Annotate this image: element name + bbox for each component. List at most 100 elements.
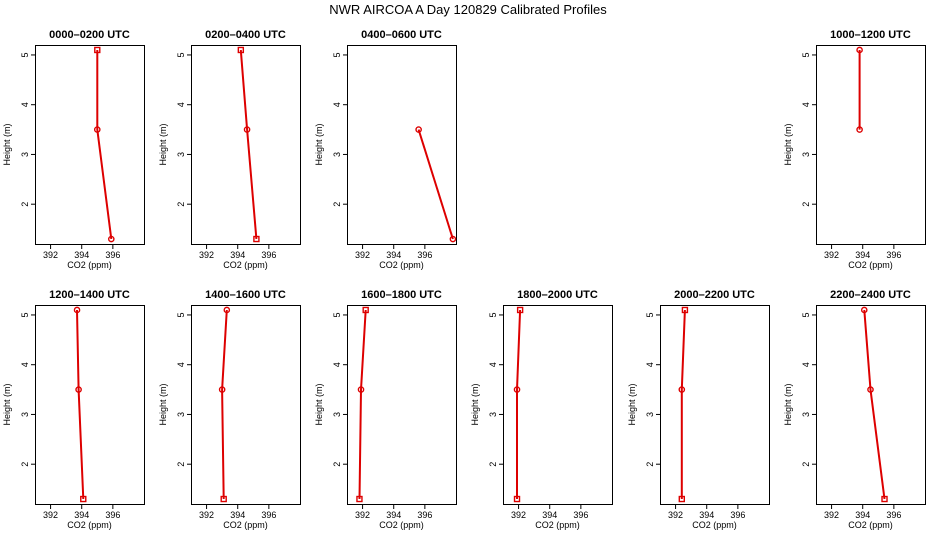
x-axis-label: CO2 (ppm) bbox=[848, 260, 893, 270]
panel-title: 1600–1800 UTC bbox=[361, 289, 442, 301]
data-point-square bbox=[881, 495, 888, 503]
plot-frame bbox=[816, 305, 926, 505]
data-point-square bbox=[220, 495, 227, 503]
y-tick-label: 4 bbox=[20, 362, 30, 367]
plot-frame bbox=[816, 45, 926, 245]
data-point-square bbox=[253, 235, 260, 243]
y-axis-label: Height (m) bbox=[314, 123, 324, 165]
panel-title: 1200–1400 UTC bbox=[49, 289, 130, 301]
panel-title: 2200–2400 UTC bbox=[830, 289, 911, 301]
y-tick-label: 5 bbox=[332, 312, 342, 317]
plot-frame bbox=[347, 305, 457, 505]
y-tick-label: 4 bbox=[801, 362, 811, 367]
y-tick-label: 4 bbox=[801, 102, 811, 107]
profile-line bbox=[76, 309, 85, 500]
x-tick-label: 392 bbox=[43, 250, 58, 260]
y-axis: 2 3 4 5 Height (m) bbox=[470, 312, 504, 467]
y-tick-label: 2 bbox=[176, 462, 186, 467]
y-axis: 2 3 4 5 Height (m) bbox=[783, 52, 817, 207]
x-axis-label: CO2 (ppm) bbox=[692, 520, 737, 530]
data-point-circle bbox=[223, 306, 231, 314]
plot-frame bbox=[35, 305, 145, 505]
profile-line bbox=[680, 309, 686, 499]
data-point-square bbox=[80, 495, 87, 503]
y-axis-label: Height (m) bbox=[314, 383, 324, 425]
data-point-circle bbox=[243, 126, 251, 133]
data-point-square bbox=[356, 495, 363, 503]
data-point-circle bbox=[449, 235, 457, 243]
x-tick-label: 394 bbox=[386, 250, 401, 260]
x-tick-label: 396 bbox=[417, 510, 432, 520]
x-axis-label: CO2 (ppm) bbox=[67, 260, 112, 270]
plot-frame bbox=[503, 305, 613, 505]
y-tick-label: 4 bbox=[332, 102, 342, 107]
panel-title: 2000–2200 UTC bbox=[674, 289, 755, 301]
panel-title: 1800–2000 UTC bbox=[517, 289, 598, 301]
profile-line bbox=[863, 309, 886, 500]
x-tick-label: 392 bbox=[199, 510, 214, 520]
x-tick-label: 392 bbox=[199, 250, 214, 260]
x-tick-label: 396 bbox=[261, 510, 276, 520]
y-tick-label: 4 bbox=[645, 362, 655, 367]
x-axis-label: CO2 (ppm) bbox=[379, 520, 424, 530]
data-point-square bbox=[94, 46, 101, 54]
x-tick-label: 394 bbox=[542, 510, 557, 520]
figure-title: NWR AIRCOA A Day 120829 Calibrated Profi… bbox=[329, 2, 607, 17]
profile-line bbox=[96, 50, 113, 240]
y-axis: 2 3 4 5 Height (m) bbox=[314, 312, 348, 467]
y-tick-label: 4 bbox=[176, 102, 186, 107]
x-tick-label: 392 bbox=[668, 510, 683, 520]
panel-title: 1400–1600 UTC bbox=[205, 289, 286, 301]
y-tick-label: 4 bbox=[176, 362, 186, 367]
y-tick-label: 3 bbox=[176, 412, 186, 417]
data-point-circle bbox=[415, 126, 422, 133]
y-axis-label: Height (m) bbox=[158, 383, 168, 425]
x-tick-label: 392 bbox=[355, 250, 370, 260]
profile-line bbox=[358, 309, 367, 500]
y-tick-label: 3 bbox=[176, 152, 186, 157]
panel-title: 0400–0600 UTC bbox=[361, 29, 442, 41]
y-axis-label: Height (m) bbox=[470, 383, 480, 425]
y-tick-label: 4 bbox=[20, 102, 30, 107]
x-tick-label: 396 bbox=[573, 510, 588, 520]
x-tick-label: 394 bbox=[74, 250, 89, 260]
x-tick-label: 396 bbox=[886, 250, 901, 260]
x-tick-label: 396 bbox=[105, 510, 120, 520]
panel-title: 0000–0200 UTC bbox=[49, 29, 130, 41]
x-axis-label: CO2 (ppm) bbox=[223, 260, 268, 270]
y-axis-label: Height (m) bbox=[783, 383, 793, 425]
x-tick-label: 394 bbox=[74, 510, 89, 520]
x-tick-label: 396 bbox=[886, 510, 901, 520]
y-tick-label: 5 bbox=[801, 52, 811, 57]
data-point-square bbox=[362, 306, 369, 314]
x-tick-label: 394 bbox=[230, 510, 245, 520]
y-axis-label: Height (m) bbox=[627, 383, 637, 425]
data-point-circle bbox=[218, 386, 226, 393]
data-point-square bbox=[513, 495, 521, 503]
y-axis: 2 3 4 5 Height (m) bbox=[627, 312, 661, 467]
y-tick-label: 3 bbox=[332, 412, 342, 417]
x-tick-label: 396 bbox=[105, 250, 120, 260]
data-point-circle bbox=[75, 386, 82, 393]
plot-frame bbox=[347, 45, 457, 245]
data-point-circle bbox=[513, 386, 521, 393]
plot-frame bbox=[660, 305, 770, 505]
x-tick-label: 392 bbox=[43, 510, 58, 520]
x-tick-label: 394 bbox=[855, 510, 870, 520]
x-tick-label: 392 bbox=[511, 510, 526, 520]
y-axis: 2 3 4 5 Height (m) bbox=[314, 52, 348, 207]
x-axis-label: CO2 (ppm) bbox=[67, 520, 112, 530]
